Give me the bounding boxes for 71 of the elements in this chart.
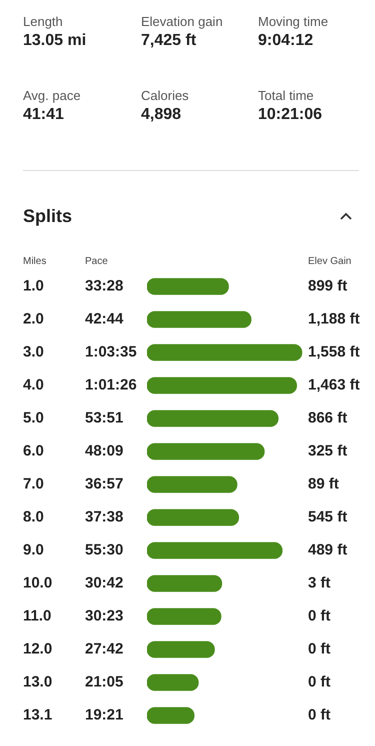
text: 489 ft xyxy=(308,542,348,559)
data-label: 53:51 xyxy=(85,410,124,427)
text: Total time xyxy=(258,88,315,103)
y-tick-label: 11.0 xyxy=(23,608,52,625)
data-label: 21:05 xyxy=(85,674,124,691)
bar xyxy=(147,509,240,526)
text: Length xyxy=(23,14,64,29)
text: Elevation gain xyxy=(141,14,224,29)
text: 89 ft xyxy=(308,476,339,493)
y-tick-label: 5.0 xyxy=(23,410,44,427)
y-tick-label: 2.0 xyxy=(23,310,44,328)
data-label: 37:38 xyxy=(85,508,124,526)
text: 866 ft xyxy=(308,410,348,427)
bar xyxy=(147,410,279,427)
data-label: 30:42 xyxy=(85,574,124,592)
text: Avg. pace xyxy=(23,88,82,103)
text: 0 ft xyxy=(308,706,331,724)
data-label: 55:30 xyxy=(85,542,124,559)
data-label: 1:03:35 xyxy=(85,344,137,361)
bar xyxy=(147,674,199,691)
data-label: 48:09 xyxy=(85,442,124,460)
y-tick-label: 13.0 xyxy=(23,674,52,691)
text: 325 ft xyxy=(308,442,348,460)
y-tick-label: 7.0 xyxy=(23,476,44,493)
bar xyxy=(147,476,238,493)
text: 13.05 mi xyxy=(23,32,88,50)
y-tick-label: 8.0 xyxy=(23,508,44,526)
data-label: 33:28 xyxy=(85,278,124,295)
bar xyxy=(147,641,215,658)
y-tick-label: 3.0 xyxy=(23,344,44,361)
y-tick-label: 9.0 xyxy=(23,542,44,559)
bar xyxy=(147,278,229,295)
data-label: 19:21 xyxy=(85,706,124,724)
bar xyxy=(147,311,252,328)
bar xyxy=(147,608,222,625)
text: 9:04:12 xyxy=(258,32,314,50)
text: Moving time xyxy=(258,14,330,29)
text: 41:41 xyxy=(23,106,65,124)
y-tick-label: 13.1 xyxy=(23,706,52,724)
bar xyxy=(147,575,222,592)
text: 1,558 ft xyxy=(308,344,360,361)
data-label: 30:23 xyxy=(85,608,124,625)
y-tick-label: 1.0 xyxy=(23,278,44,295)
y-tick-label: 6.0 xyxy=(23,442,44,460)
text: 545 ft xyxy=(308,508,348,526)
bar xyxy=(147,377,297,394)
text: 1,188 ft xyxy=(308,310,360,328)
text: 1,463 ft xyxy=(308,376,360,394)
text: 3 ft xyxy=(308,574,331,592)
data-label: 42:44 xyxy=(85,310,124,328)
y-tick-label: 10.0 xyxy=(23,574,52,592)
text: 4,898 xyxy=(141,106,182,124)
y-axis-title: Miles xyxy=(23,256,46,267)
y-tick-label: 4.0 xyxy=(23,376,44,394)
text: Calories xyxy=(141,88,190,103)
bar xyxy=(147,344,302,361)
text: 0 ft xyxy=(308,608,331,625)
x-axis-title: Pace xyxy=(85,256,108,267)
chart-title: Splits xyxy=(23,206,72,227)
y-tick-label: 12.0 xyxy=(23,640,52,658)
text: 899 ft xyxy=(308,278,348,295)
bar xyxy=(147,542,283,559)
bar xyxy=(147,443,265,460)
y2-axis-title: Elev Gain xyxy=(308,256,352,267)
data-label: 36:57 xyxy=(85,476,124,493)
text: 0 ft xyxy=(308,674,331,691)
data-label: 1:01:26 xyxy=(85,376,137,394)
text: 7,425 ft xyxy=(141,32,198,50)
text: 10:21:06 xyxy=(258,106,324,124)
data-label: 27:42 xyxy=(85,640,124,658)
text: 0 ft xyxy=(308,640,331,658)
